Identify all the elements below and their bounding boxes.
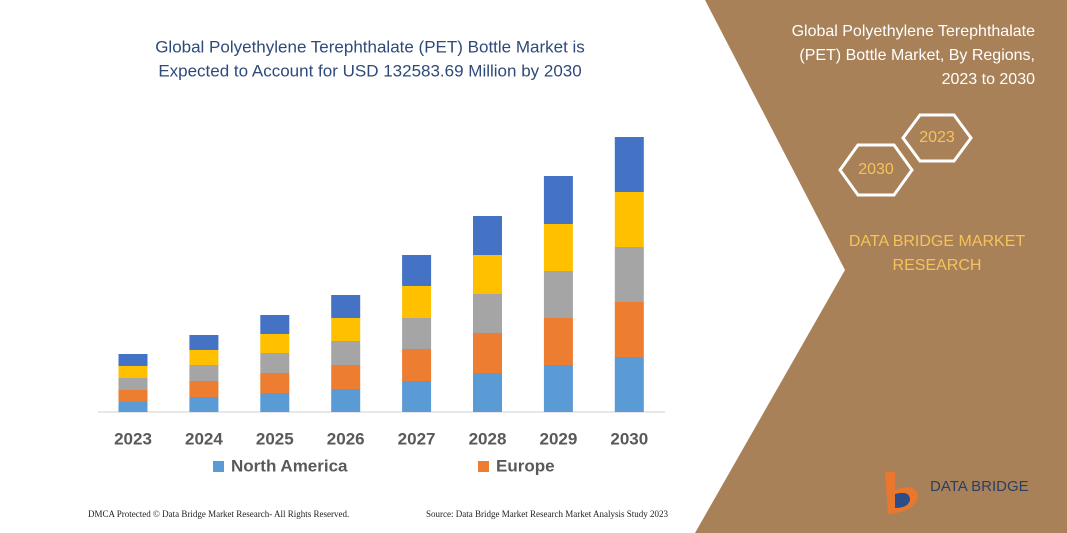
bar-segment (543, 224, 573, 271)
x-tick-label: 2029 (539, 429, 577, 448)
side-panel (695, 0, 1067, 533)
badge-hexagon (901, 113, 973, 163)
bar-segment (118, 378, 148, 390)
footer-source: Source: Data Bridge Market Research Mark… (426, 509, 668, 519)
logo-mark (895, 492, 910, 508)
x-tick-label: 2024 (185, 429, 223, 448)
x-tick-label: 2030 (610, 429, 648, 448)
bar-segment (118, 402, 148, 412)
bar-segment (331, 389, 361, 412)
bar-segment (402, 318, 432, 349)
bar-segment (614, 357, 644, 412)
bar-segment (402, 286, 432, 318)
badge-hexagon (838, 143, 914, 197)
bar-segment (118, 390, 148, 402)
logo-text: DATA BRIDGE (930, 478, 1029, 495)
bar-segment (189, 365, 219, 381)
x-tick-label: 2028 (469, 429, 507, 448)
bar-segment (189, 397, 219, 412)
bar-segment (473, 216, 502, 255)
bar-segment (189, 335, 219, 350)
bar-segment (189, 350, 219, 365)
bar-segment (260, 373, 290, 393)
bar-segment (614, 137, 644, 192)
bar-segment (543, 176, 573, 224)
bar-segment (473, 333, 502, 373)
panel-title: Global Polyethylene Terephthalate (792, 23, 1036, 40)
bar-segment (260, 393, 290, 412)
brand-name: RESEARCH (893, 257, 982, 274)
x-tick-label: 2026 (327, 429, 365, 448)
bar-segment (260, 315, 290, 334)
legend-label: Europe (496, 456, 555, 475)
bar-segment (473, 255, 502, 294)
footer-note: DMCA Protected © Data Bridge Market Rese… (88, 509, 349, 519)
badge-label: 2023 (919, 129, 955, 146)
x-tick-label: 2025 (256, 429, 294, 448)
bar-segment (402, 381, 432, 412)
legend-swatch (213, 461, 224, 472)
brand-name: DATA BRIDGE MARKET (849, 233, 1026, 250)
x-tick-label: 2023 (114, 429, 152, 448)
bar-segment (331, 341, 361, 365)
bar-segment (473, 294, 502, 333)
bar-segment (118, 366, 148, 378)
bar-segment (543, 365, 573, 412)
bar-segment (614, 247, 644, 302)
bar-segment (189, 381, 219, 397)
bar-segment (331, 295, 361, 318)
bar-segment (614, 192, 644, 247)
bar-segment (331, 318, 361, 341)
x-tick-label: 2027 (398, 429, 436, 448)
chart-title: Expected to Account for USD 132583.69 Mi… (158, 61, 581, 80)
panel-title: (PET) Bottle Market, By Regions, (799, 47, 1035, 64)
bar-segment (543, 318, 573, 365)
bar-segment (614, 302, 644, 357)
bar-segment (543, 271, 573, 318)
bar-segment (331, 365, 361, 389)
bar-segment (402, 349, 432, 381)
panel-title: 2023 to 2030 (942, 71, 1036, 88)
legend-label: North America (231, 456, 348, 475)
chart-title: Global Polyethylene Terephthalate (PET) … (155, 37, 585, 56)
bar-segment (118, 354, 148, 366)
bar-segment (402, 255, 432, 286)
bar-segment (473, 373, 502, 412)
legend-swatch (478, 461, 489, 472)
bar-segment (260, 334, 290, 353)
bar-segment (260, 353, 290, 373)
badge-label: 2030 (858, 161, 894, 178)
